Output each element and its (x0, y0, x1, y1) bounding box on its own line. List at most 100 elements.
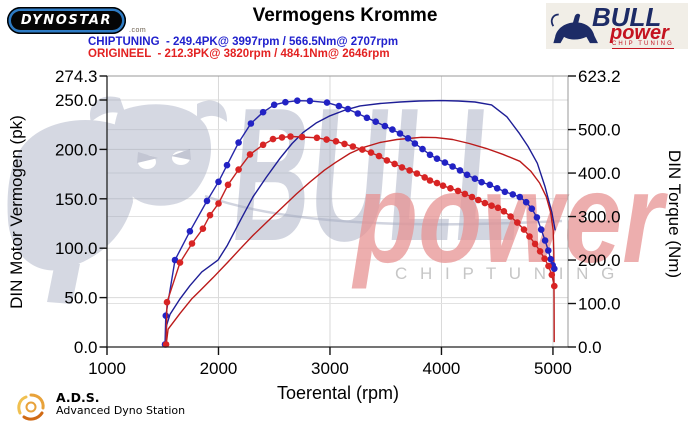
marker-dot (541, 255, 548, 262)
marker-dot (323, 136, 330, 143)
x-tick-label: 1000 (88, 359, 126, 378)
marker-dot (235, 139, 242, 146)
marker-dot (522, 198, 530, 206)
marker-dot (389, 126, 396, 133)
x-axis-title: Toerental (rpm) (277, 383, 399, 403)
marker-dot (433, 179, 441, 187)
marker-dot (533, 214, 541, 221)
x-tick-label: 5000 (534, 359, 572, 378)
marker-dot (223, 161, 231, 169)
marker-dot (461, 190, 469, 198)
marker-dot (269, 135, 277, 143)
right-tick-label: 200.0 (578, 251, 621, 270)
marker-dot (215, 178, 222, 186)
page-title: Vermogens Kromme (252, 5, 438, 26)
marker-dot (396, 130, 404, 137)
marker-dot (298, 133, 306, 141)
curves-layer (161, 97, 558, 348)
marker-dot (359, 146, 366, 153)
marker-dot (520, 226, 528, 233)
marker-dot (413, 170, 421, 177)
marker-dot (176, 259, 184, 266)
marker-dot (426, 151, 434, 159)
ads-swirl-icon (17, 393, 45, 421)
marker-dot (186, 228, 194, 235)
marker-dot (341, 140, 348, 148)
marker-dot (531, 240, 539, 248)
marker-dot (247, 120, 255, 127)
marker-dot (494, 204, 502, 212)
marker-dot (433, 155, 441, 162)
marker-dot (215, 200, 222, 207)
marker-dot (463, 171, 471, 179)
x-tick-label: 2000 (200, 359, 238, 378)
marker-dot (426, 177, 434, 184)
marker-dot (206, 211, 214, 219)
ads-logo: A.D.S. Advanced Dyno Station (14, 391, 185, 423)
marker-dot (332, 138, 340, 145)
marker-dot (441, 159, 449, 166)
bullpower-logo: BULL power CHIP TUNING (546, 2, 688, 49)
marker-dot (471, 175, 479, 182)
marker-dot (545, 262, 552, 270)
bull-icon (550, 13, 598, 44)
marker-dot (545, 247, 552, 254)
marker-dot (367, 149, 375, 156)
bullpower-word-chiptuning: CHIP TUNING (612, 41, 674, 49)
grid-layer (107, 76, 568, 347)
chart-legend: CHIPTUNING - 249.4PK@ 3997rpm / 566.5Nm@… (88, 36, 398, 60)
legend-origineel: ORIGINEEL - 212.3PK@ 3820rpm / 484.1Nm@ … (88, 47, 390, 60)
marker-dot (278, 134, 286, 141)
marker-dot (287, 133, 294, 140)
marker-dot (224, 181, 232, 189)
marker-dot (313, 134, 321, 142)
marker-dot (500, 208, 508, 215)
marker-dot (528, 205, 536, 212)
ads-abbreviation: A.D.S. (56, 390, 100, 405)
marker-dot (259, 108, 267, 116)
marker-dot (162, 312, 170, 320)
curve-origineel-vermogen-pk- (165, 136, 555, 346)
left-axis-title: DIN Motor Vermogen (pk) (7, 115, 26, 309)
marker-dot (449, 163, 456, 170)
right-tick-label: 623.2 (578, 67, 621, 86)
marker-dot (406, 167, 413, 174)
marker-dot (246, 151, 254, 158)
x-tick-label: 3000 (311, 359, 349, 378)
ads-full-name: Advanced Dyno Station (56, 404, 186, 417)
marker-dot (282, 98, 289, 106)
marker-dot (188, 240, 196, 247)
marker-dot (162, 341, 170, 348)
marker-dot (381, 122, 389, 130)
marker-dot (419, 145, 426, 153)
marker-dot (468, 193, 476, 201)
axis-layer: 0.0 50.0 100.0 150.0 200.0 250.0 274.3 0.0 100.0… (55, 67, 621, 378)
marker-dot (516, 193, 524, 201)
marker-dot (383, 157, 391, 164)
right-tick-label: 0.0 (578, 338, 602, 357)
marker-dot (391, 160, 398, 168)
marker-dot (354, 110, 362, 117)
marker-dot (488, 202, 495, 209)
marker-dot (235, 166, 242, 173)
marker-dot (404, 135, 412, 142)
marker-dot (411, 140, 419, 147)
marker-dot (259, 141, 267, 149)
marker-dot (541, 237, 549, 244)
marker-dot (514, 219, 521, 226)
bullpower-word-bull: BULL (592, 2, 662, 32)
ads-text: A.D.S. Advanced Dyno Station (56, 391, 185, 417)
marker-dot (551, 282, 558, 290)
right-tick-label: 400.0 (578, 164, 621, 183)
left-tick-label: 150.0 (55, 190, 98, 209)
marker-dot (294, 97, 301, 104)
marker-dot (306, 97, 314, 105)
bull-watermark-graphic (7, 96, 228, 304)
x-tick-label: 4000 (423, 359, 461, 378)
marker-dot (363, 114, 371, 122)
marker-dot (421, 174, 429, 181)
curve-chiptuning-vermogen-pk- (164, 99, 556, 346)
marker-dot (323, 99, 331, 106)
marker-dot (375, 152, 383, 160)
marker-dot (548, 271, 556, 279)
